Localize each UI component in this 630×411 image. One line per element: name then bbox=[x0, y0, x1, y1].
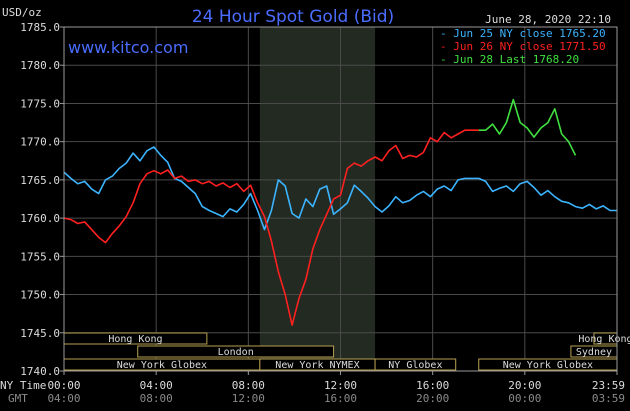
x-tick-label-ny: 20:00 bbox=[508, 379, 541, 392]
x-tick-label-ny: 23:59 bbox=[592, 379, 625, 392]
x-tick-label-gmt: 16:00 bbox=[324, 392, 357, 405]
series-line-0 bbox=[63, 146, 617, 231]
y-tick-label: 1770.0 bbox=[20, 136, 60, 149]
session-label: New York Globex bbox=[117, 360, 207, 371]
session-label: Hong Kong bbox=[578, 334, 630, 345]
series-lines bbox=[63, 98, 617, 326]
legend-marker: - bbox=[440, 27, 453, 40]
series-line-2 bbox=[478, 98, 577, 156]
session-label: Sydney bbox=[576, 347, 612, 358]
x-tick-label-ny: 16:00 bbox=[416, 379, 449, 392]
y-tick-label: 1775.0 bbox=[20, 97, 60, 110]
x-tick-label-gmt: 03:59 bbox=[592, 392, 625, 405]
y-tick-label: 1745.0 bbox=[20, 327, 60, 340]
session-label: New York Globex bbox=[503, 360, 593, 371]
session-bar: Sydney bbox=[570, 345, 618, 358]
legend-entry-jun26: - Jun 26 NY close 1771.50 bbox=[440, 40, 606, 53]
session-bar-box bbox=[374, 358, 457, 371]
session-label: Hong Kong bbox=[108, 334, 162, 345]
legend-text: Jun 25 NY close 1765.20 bbox=[453, 27, 605, 40]
session-bar: London bbox=[137, 345, 335, 358]
legend-marker: - bbox=[440, 53, 453, 66]
session-bar: New York Globex bbox=[63, 358, 261, 371]
axes: 1785.0 1780.0 1775.0 1770.0 1765.0 1760.0 1755… bbox=[20, 21, 625, 405]
timestamp: June 28, 2020 22:10 bbox=[485, 13, 611, 26]
x-tick-label-gmt: 04:00 bbox=[47, 392, 80, 405]
x-tick-label-ny: 12:00 bbox=[324, 379, 357, 392]
session-label: New York NYMEX bbox=[275, 360, 359, 371]
x-tick-label-gmt: 12:00 bbox=[232, 392, 265, 405]
session-bar: Hong Kong bbox=[63, 332, 208, 345]
y-tick-label: 1760.0 bbox=[20, 212, 60, 225]
y-tick-label: 1780.0 bbox=[20, 59, 60, 72]
chart-title: 24 Hour Spot Gold (Bid) bbox=[192, 7, 394, 27]
x-tick-label-gmt: 00:00 bbox=[508, 392, 541, 405]
session-bar: New York NYMEX bbox=[259, 358, 376, 371]
legend-text: Jun 28 Last 1768.20 bbox=[453, 53, 579, 66]
x-tick-label-ny: 04:00 bbox=[140, 379, 173, 392]
y-tick-label: 1750.0 bbox=[20, 289, 60, 302]
y-axis-label: USD/oz bbox=[2, 6, 42, 19]
legend-text: Jun 26 NY close 1771.50 bbox=[453, 40, 605, 53]
legend: - Jun 25 NY close 1765.20 - Jun 26 NY cl… bbox=[440, 27, 606, 66]
y-tick-label: 1755.0 bbox=[20, 250, 60, 263]
x-tick-label-gmt: 08:00 bbox=[140, 392, 173, 405]
x-axis-label-gmt: GMT bbox=[8, 392, 28, 405]
session-bar: New York Globex bbox=[478, 358, 618, 371]
y-tick-label: 1765.0 bbox=[20, 174, 60, 187]
legend-marker: - bbox=[440, 40, 453, 53]
series-line-1 bbox=[63, 129, 479, 326]
session-label: London bbox=[218, 347, 254, 358]
y-tick-label: 1740.0 bbox=[20, 365, 60, 378]
x-tick-label-gmt: 20:00 bbox=[416, 392, 449, 405]
nymex-highlight bbox=[259, 27, 376, 371]
session-label: NY Globex bbox=[388, 360, 442, 371]
x-tick-label-ny: 08:00 bbox=[232, 379, 265, 392]
x-tick-label-ny: 00:00 bbox=[47, 379, 80, 392]
y-tick-label: 1785.0 bbox=[20, 21, 60, 34]
website-label: www.kitco.com bbox=[68, 38, 188, 57]
session-bar: Hong Kong bbox=[578, 332, 630, 345]
x-axis-label-ny: NY Time bbox=[0, 379, 46, 392]
session-bar-box bbox=[137, 345, 335, 358]
legend-entry-jun28: - Jun 28 Last 1768.20 bbox=[440, 53, 579, 66]
session-bar: NY Globex bbox=[374, 358, 457, 371]
legend-entry-jun25: - Jun 25 NY close 1765.20 bbox=[440, 27, 606, 40]
